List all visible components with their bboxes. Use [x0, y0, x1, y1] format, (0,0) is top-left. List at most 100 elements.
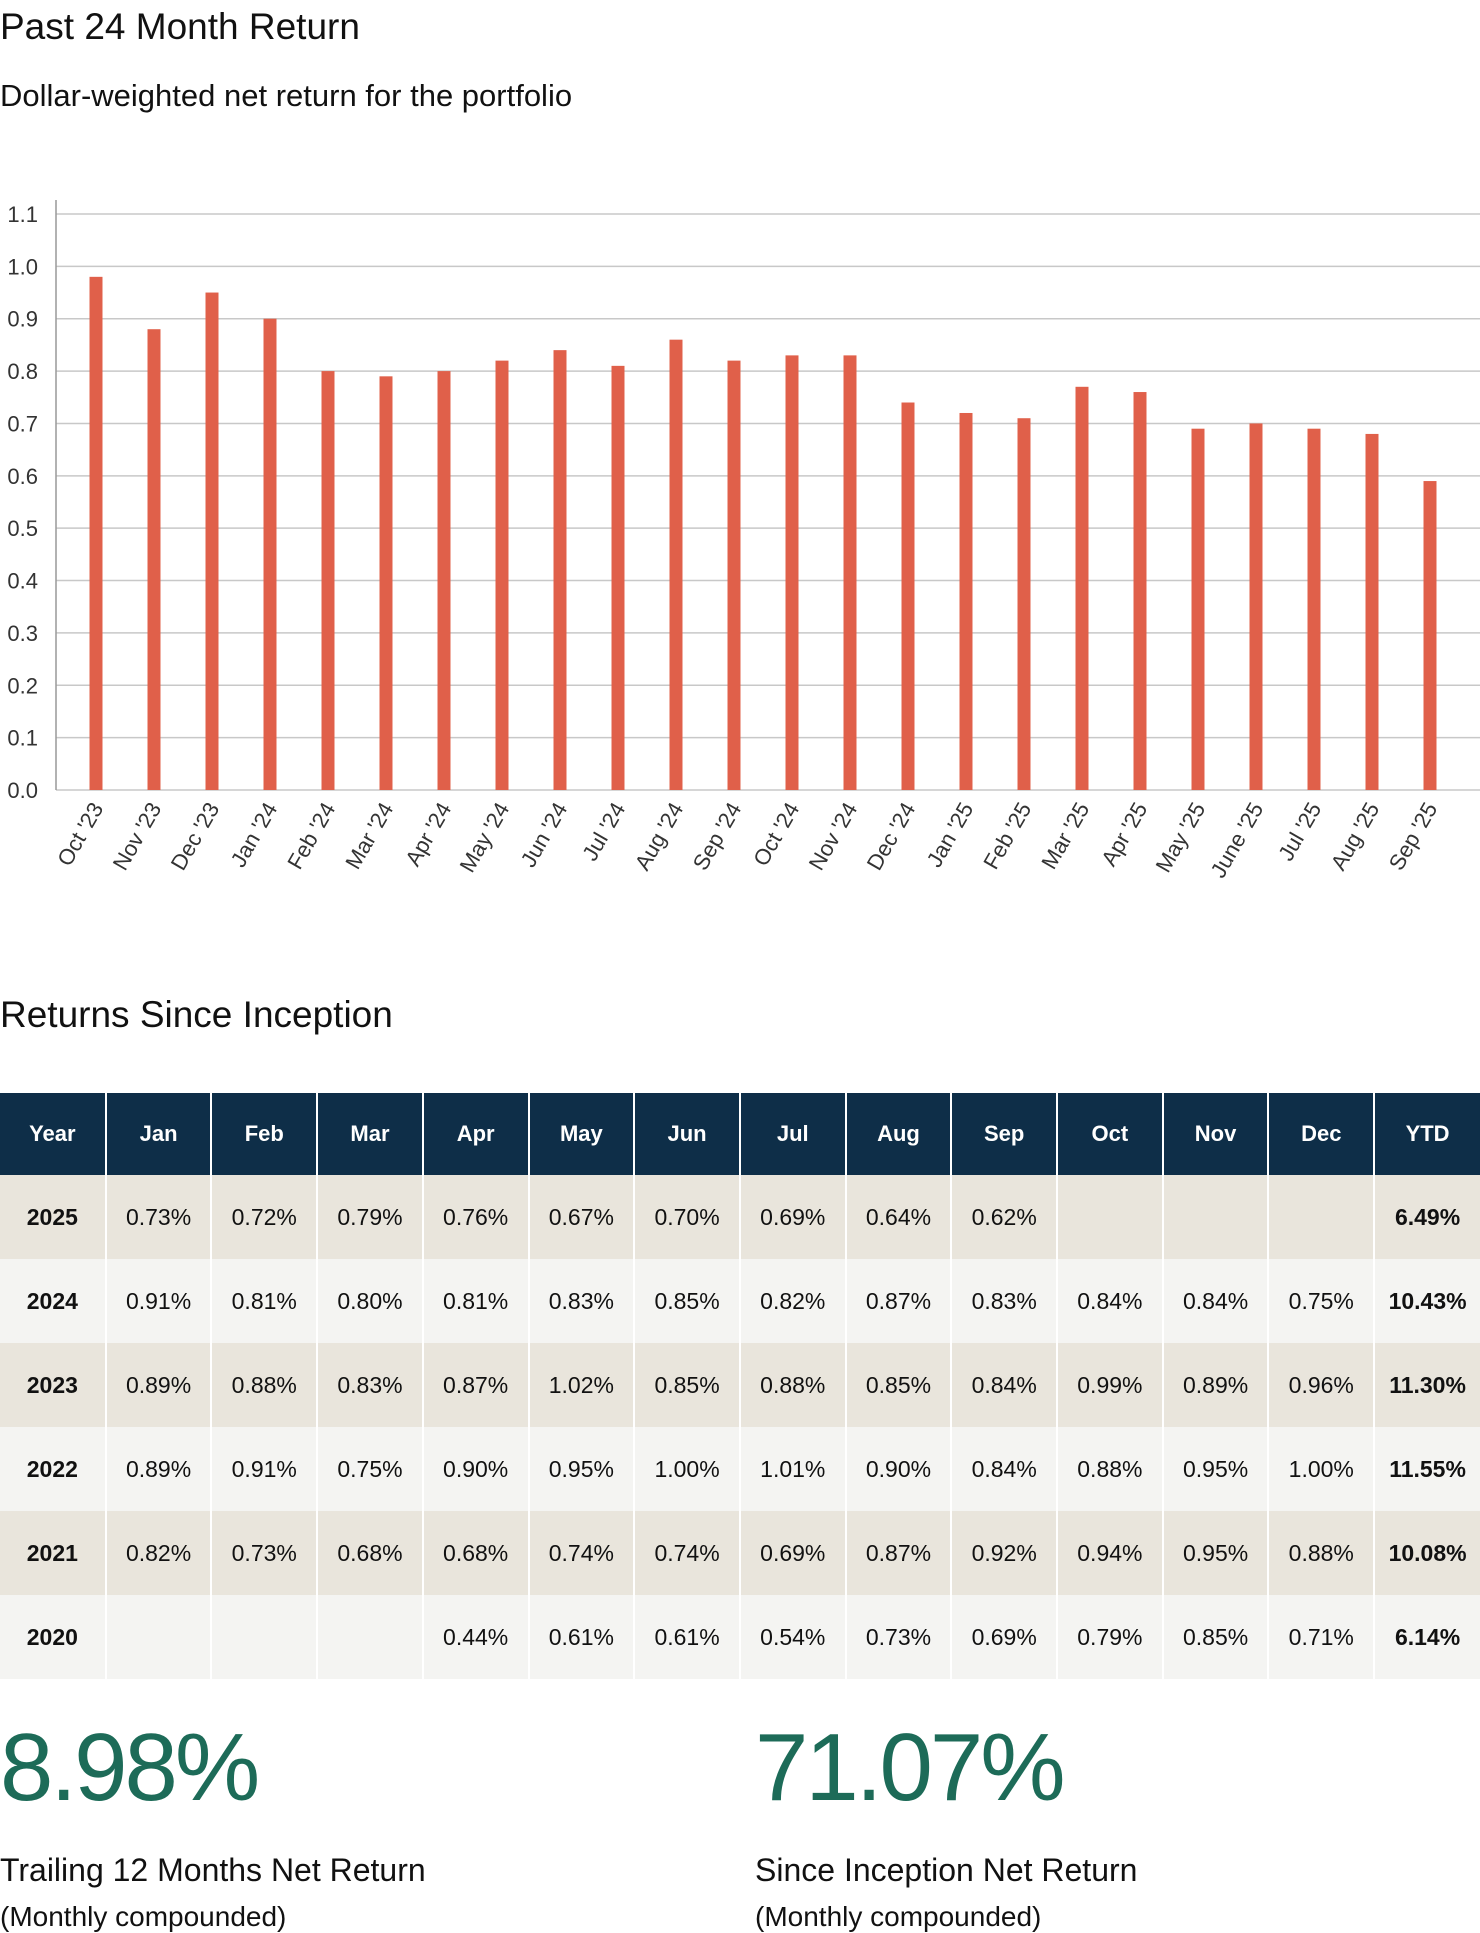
table-cell: 0.75% — [317, 1427, 424, 1511]
table-cell: 0.89% — [105, 1343, 213, 1427]
ytd-cell: 6.49% — [1374, 1175, 1480, 1259]
table-cell: 0.84% — [951, 1343, 1059, 1427]
table-cell: 1.00% — [1268, 1427, 1376, 1511]
x-tick-label: Apr '25 — [1096, 798, 1152, 870]
bar — [205, 292, 219, 790]
table-cell — [105, 1595, 213, 1679]
bar — [1423, 481, 1437, 790]
table-cell: 1.02% — [528, 1343, 636, 1427]
table-cell: 0.85% — [634, 1259, 741, 1343]
column-header-ytd: YTD — [1374, 1093, 1480, 1175]
table-cell: 0.74% — [528, 1511, 636, 1595]
x-tick-label: May '25 — [1150, 798, 1210, 877]
ytd-cell: 10.08% — [1374, 1511, 1480, 1595]
returns-table: Year Jan Feb Mar Apr May Jun Jul Aug Sep Oct Nov Dec… — [0, 1093, 1480, 1679]
bar — [263, 318, 277, 790]
table-cell: 0.81% — [422, 1259, 530, 1343]
table-cell: 0.70% — [634, 1175, 741, 1259]
table-cell: 0.89% — [105, 1427, 213, 1511]
returns-section-title: Returns Since Inception — [0, 994, 393, 1035]
bar — [1307, 428, 1321, 790]
year-cell: 2023 — [0, 1343, 107, 1427]
bar — [669, 339, 683, 790]
table-cell — [1268, 1175, 1376, 1259]
table-row: 2020 0.44% 0.61% 0.61% 0.54% 0.73% 0.69% 0.79% 0… — [0, 1595, 1480, 1679]
y-tick-label: 0.1 — [7, 726, 38, 751]
table-cell: 0.89% — [1162, 1343, 1270, 1427]
table-cell: 1.01% — [739, 1427, 847, 1511]
table-cell: 0.79% — [1057, 1595, 1164, 1679]
table-cell: 0.82% — [105, 1511, 213, 1595]
table-cell: 0.90% — [422, 1427, 530, 1511]
table-cell: 0.64% — [845, 1175, 953, 1259]
table-cell: 0.76% — [422, 1175, 530, 1259]
year-cell: 2022 — [0, 1427, 107, 1511]
year-cell: 2021 — [0, 1511, 107, 1595]
table-cell: 0.88% — [739, 1343, 847, 1427]
year-cell: 2025 — [0, 1175, 107, 1259]
trailing-return-value: 8.98% — [0, 1714, 260, 1821]
x-tick-label: Jan '25 — [922, 798, 979, 871]
table-cell: 0.85% — [1162, 1595, 1270, 1679]
trailing-return-label: Trailing 12 Months Net Return — [0, 1852, 426, 1888]
bar — [1249, 423, 1263, 790]
column-header-aug: Aug — [845, 1093, 953, 1175]
table-cell: 0.84% — [1162, 1259, 1270, 1343]
bar — [727, 360, 741, 790]
x-tick-label: Aug '25 — [1326, 798, 1385, 875]
x-tick-label: Aug '24 — [630, 798, 689, 875]
table-cell: 0.71% — [1268, 1595, 1376, 1679]
ytd-cell: 11.30% — [1374, 1343, 1480, 1427]
table-cell: 0.91% — [211, 1427, 319, 1511]
table-cell — [1162, 1175, 1270, 1259]
bar — [1191, 428, 1205, 790]
y-tick-label: 1.1 — [7, 202, 38, 227]
table-header-row: Year Jan Feb Mar Apr May Jun Jul Aug Sep Oct Nov Dec… — [0, 1093, 1480, 1175]
table-cell: 1.00% — [634, 1427, 741, 1511]
y-tick-label: 0.2 — [7, 673, 38, 698]
table-cell — [211, 1595, 319, 1679]
ytd-cell: 11.55% — [1374, 1427, 1480, 1511]
table-cell: 0.69% — [739, 1175, 847, 1259]
table-row: 2023 0.89% 0.88% 0.83% 0.87% 1.02% 0.85% 0.88% 0… — [0, 1343, 1480, 1427]
inception-return-label: Since Inception Net Return — [755, 1852, 1138, 1888]
table-cell: 0.95% — [1162, 1427, 1270, 1511]
table-cell: 0.82% — [739, 1259, 847, 1343]
table-cell — [1057, 1175, 1164, 1259]
table-cell: 0.83% — [317, 1343, 424, 1427]
ytd-cell: 10.43% — [1374, 1259, 1480, 1343]
x-tick-label: Jun '24 — [516, 798, 573, 871]
bar — [959, 412, 973, 790]
table-cell: 0.73% — [105, 1175, 213, 1259]
year-cell: 2024 — [0, 1259, 107, 1343]
table-cell: 0.72% — [211, 1175, 319, 1259]
table-cell: 0.79% — [317, 1175, 424, 1259]
table-cell: 0.81% — [211, 1259, 319, 1343]
column-header-mar: Mar — [317, 1093, 424, 1175]
table-cell: 0.73% — [845, 1595, 953, 1679]
bar — [379, 376, 393, 790]
x-tick-label: Sep '25 — [1384, 798, 1443, 875]
table-row: 2021 0.82% 0.73% 0.68% 0.68% 0.74% 0.74% 0.69% 0… — [0, 1511, 1480, 1595]
table-cell: 0.73% — [211, 1511, 319, 1595]
trailing-return-stat: 8.98% Trailing 12 Months Net Return (Mon… — [0, 1720, 426, 1933]
table-cell: 0.95% — [528, 1427, 636, 1511]
column-header-jun: Jun — [634, 1093, 741, 1175]
x-tick-label: Oct '24 — [748, 798, 804, 870]
x-tick-label: Sep '24 — [688, 798, 747, 875]
table-cell: 0.44% — [422, 1595, 530, 1679]
x-tick-label: June '25 — [1205, 798, 1268, 882]
table-cell: 0.75% — [1268, 1259, 1376, 1343]
table-cell: 0.61% — [634, 1595, 741, 1679]
table-cell: 0.83% — [528, 1259, 636, 1343]
table-cell: 0.83% — [951, 1259, 1059, 1343]
table-cell: 0.87% — [845, 1511, 953, 1595]
table-cell: 0.68% — [317, 1511, 424, 1595]
table-row: 2025 0.73% 0.72% 0.79% 0.76% 0.67% 0.70% 0.69% 0… — [0, 1175, 1480, 1259]
column-header-sep: Sep — [951, 1093, 1059, 1175]
bar — [1017, 418, 1031, 790]
table-cell: 0.88% — [211, 1343, 319, 1427]
bar — [901, 402, 915, 790]
table-cell: 0.85% — [634, 1343, 741, 1427]
table-cell: 0.54% — [739, 1595, 847, 1679]
